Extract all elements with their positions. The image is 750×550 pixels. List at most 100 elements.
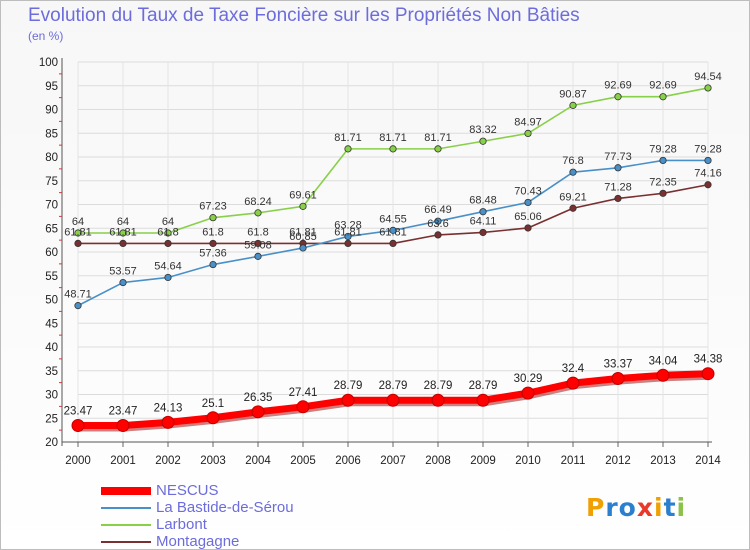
y-tick-label: 85 (45, 128, 58, 140)
data-point (524, 129, 532, 137)
x-tick-label: 2001 (110, 455, 136, 467)
y-tick-label: 30 (45, 390, 58, 402)
data-point (206, 411, 220, 425)
data-point (704, 84, 712, 92)
data-label: 60.85 (289, 231, 317, 243)
data-point (119, 278, 127, 287)
data-point (116, 419, 130, 433)
y-tick-label: 95 (45, 81, 58, 93)
data-label: 23.47 (64, 406, 93, 418)
data-label: 59.08 (244, 239, 272, 251)
data-label: 79.28 (694, 143, 722, 155)
logo-letter: i (654, 493, 664, 522)
data-labels: 64 64 64 67.23 68.24 69.61 81.71 81.71 81.71 83.3… (64, 71, 723, 418)
x-tick-label: 2014 (695, 455, 721, 467)
axes: 20 25 30 35 40 45 50 55 60 65 70 75 80 85 90 95 100 2000 2… (39, 57, 722, 467)
data-label: 64.11 (470, 215, 497, 227)
data-point (209, 239, 217, 248)
data-label: 68.48 (469, 195, 497, 207)
proxiti-logo: Proxiti (586, 493, 686, 522)
data-label: 71.28 (604, 181, 632, 193)
data-point (299, 202, 307, 210)
data-point (161, 415, 175, 429)
data-label: 33.37 (604, 358, 633, 370)
data-point (119, 239, 127, 248)
data-label: 26.35 (244, 392, 273, 404)
x-tick-label: 2013 (650, 455, 676, 467)
data-label: 69.21 (559, 191, 587, 203)
data-point (344, 232, 352, 241)
x-tick-label: 2004 (245, 455, 271, 467)
y-tick-label: 60 (45, 247, 58, 259)
data-label: 28.79 (469, 380, 498, 392)
x-tick-label: 2010 (515, 455, 541, 467)
legend-label: NESCUS (156, 482, 219, 499)
x-tick-label: 2011 (561, 455, 586, 467)
y-tick-label: 80 (45, 152, 58, 164)
x-tick-label: 2000 (65, 455, 91, 467)
logo-letter: P (586, 493, 606, 522)
data-point (164, 273, 172, 282)
data-point (434, 231, 442, 239)
data-point (299, 244, 307, 252)
data-label: 92.69 (649, 80, 677, 92)
data-point (704, 181, 712, 189)
y-tick-label: 20 (45, 437, 58, 449)
data-label: 61.8 (157, 226, 178, 238)
data-label: 84.97 (514, 116, 542, 128)
data-point (524, 198, 532, 207)
data-point (434, 217, 442, 225)
data-label: 32.4 (562, 363, 585, 375)
data-label: 72.35 (649, 176, 677, 188)
data-point (119, 229, 127, 237)
data-point (614, 194, 622, 203)
data-point (74, 229, 82, 237)
chart-title: Evolution du Taux de Taxe Foncière sur l… (28, 5, 580, 26)
data-point (614, 93, 622, 101)
data-point (614, 164, 622, 172)
data-label: 34.38 (694, 354, 723, 366)
legend-label: Montagagne (156, 533, 240, 550)
data-point (209, 214, 217, 222)
data-label: 65.06 (514, 211, 542, 223)
logo-letter: i (676, 493, 687, 522)
data-point (569, 204, 577, 212)
data-label: 34.04 (649, 355, 678, 367)
data-label: 27.41 (289, 387, 318, 399)
data-label: 69.61 (289, 189, 317, 201)
data-point (344, 239, 352, 248)
data-label: 61.81 (64, 226, 92, 238)
data-label: 92.69 (604, 80, 632, 92)
logo-letter: r (605, 493, 619, 522)
series-lines (71, 84, 715, 433)
data-point (611, 371, 625, 385)
data-label: 24.13 (154, 402, 183, 414)
data-label: 90.87 (559, 88, 587, 100)
x-tick-label: 2006 (335, 455, 361, 467)
data-label: 61.81 (289, 226, 317, 238)
y-tick-label: 100 (39, 57, 58, 69)
data-label: 61.8 (202, 226, 223, 238)
data-label: 23.47 (109, 406, 138, 418)
data-label: 63.6 (427, 218, 448, 230)
data-point (71, 419, 85, 433)
data-label: 70.43 (514, 185, 542, 197)
x-tick-label: 2002 (155, 455, 181, 467)
data-label: 68.24 (244, 196, 272, 208)
data-label: 30.29 (514, 373, 543, 385)
data-label: 48.71 (64, 289, 92, 301)
logo-letter: x (636, 493, 654, 522)
y-tick-label: 50 (45, 295, 58, 307)
data-label: 77.73 (604, 151, 632, 163)
data-label: 83.32 (469, 124, 497, 136)
y-tick-label: 75 (45, 176, 58, 188)
data-point (254, 209, 262, 217)
data-point (296, 400, 310, 414)
data-point (209, 260, 217, 269)
x-tick-label: 2008 (425, 455, 451, 467)
data-label: 28.79 (424, 380, 453, 392)
data-point (389, 226, 397, 234)
data-label: 66.49 (424, 204, 452, 216)
data-point (164, 229, 172, 237)
